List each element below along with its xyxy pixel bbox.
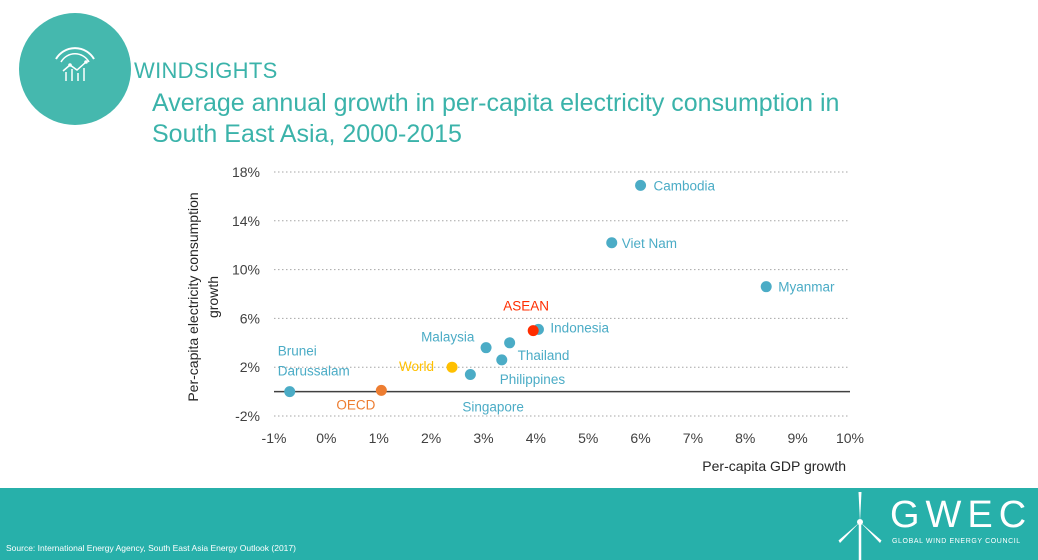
- x-tick-label: 9%: [788, 430, 808, 446]
- scatter-chart: -2% 2% 6% 10% 14% 18% -1% 0% 1% 2% 3% 4% 5% 6% 7% 8% 9% 1…: [185, 164, 864, 474]
- x-tick-label: 0%: [316, 430, 336, 446]
- data-point: [635, 179, 647, 191]
- x-axis-title: Per-capita GDP growth: [702, 458, 846, 474]
- point-label: Viet Nam: [622, 236, 677, 251]
- x-tick-label: 2%: [421, 430, 441, 446]
- y-tick-label: 18%: [232, 164, 260, 180]
- y-tick-label: 10%: [232, 262, 260, 278]
- x-tick-label: 4%: [526, 430, 546, 446]
- footer-bar: Source: International Energy Agency, Sou…: [0, 488, 1038, 560]
- point-label: Brunei: [278, 344, 317, 359]
- gwec-logo-text: GWEC: [890, 494, 1033, 536]
- data-point: [446, 361, 458, 373]
- data-point: [606, 237, 618, 249]
- x-tick-label: 3%: [473, 430, 493, 446]
- point-label: OECD: [336, 397, 375, 412]
- point-label: Thailand: [518, 348, 570, 363]
- title-line-2: South East Asia, 2000-2015: [152, 120, 462, 148]
- data-point: [760, 281, 772, 293]
- point-label: Myanmar: [778, 280, 835, 295]
- point-label: World: [399, 359, 434, 374]
- point-label: Malaysia: [421, 330, 475, 345]
- page-title: Average annual growth in per-capita elec…: [152, 88, 952, 150]
- x-tick-label: 10%: [836, 430, 864, 446]
- y-tick-label: 2%: [240, 359, 260, 375]
- x-tick-label: 1%: [369, 430, 389, 446]
- y-axis-title: Per-capita electricity consumption growth: [185, 192, 221, 401]
- point-label: Indonesia: [550, 320, 609, 335]
- gwec-full-name: GLOBAL WIND ENERGY COUNCIL: [892, 538, 1021, 545]
- data-point: [527, 325, 539, 337]
- point-label: Singapore: [462, 400, 524, 415]
- data-point: [375, 384, 387, 396]
- x-tick-label: 8%: [735, 430, 755, 446]
- wind-turbine-icon: [838, 492, 882, 560]
- x-tick-label: -1%: [262, 430, 287, 446]
- x-tick-label: 6%: [630, 430, 650, 446]
- windsights-logo: [19, 13, 131, 125]
- y-tick-label: 6%: [240, 310, 260, 326]
- point-label: Philippines: [500, 372, 566, 387]
- data-point: [480, 342, 492, 354]
- x-tick-label: 7%: [683, 430, 703, 446]
- data-point: [284, 386, 296, 398]
- source-note: Source: International Energy Agency, Sou…: [6, 543, 296, 553]
- point-label: ASEAN: [503, 299, 549, 314]
- point-label: Darussalam: [278, 364, 350, 379]
- x-tick-label: 5%: [578, 430, 598, 446]
- y-tick-label: 14%: [232, 213, 260, 229]
- point-label: Cambodia: [654, 178, 716, 193]
- data-point: [496, 354, 508, 366]
- y-tick-label: -2%: [235, 408, 260, 424]
- brand-name: WINDSIGHTS: [134, 58, 278, 83]
- data-point: [504, 337, 516, 349]
- title-line-1: Average annual growth in per-capita elec…: [152, 89, 840, 117]
- wind-chart-icon: [55, 47, 95, 81]
- data-point: [464, 369, 476, 381]
